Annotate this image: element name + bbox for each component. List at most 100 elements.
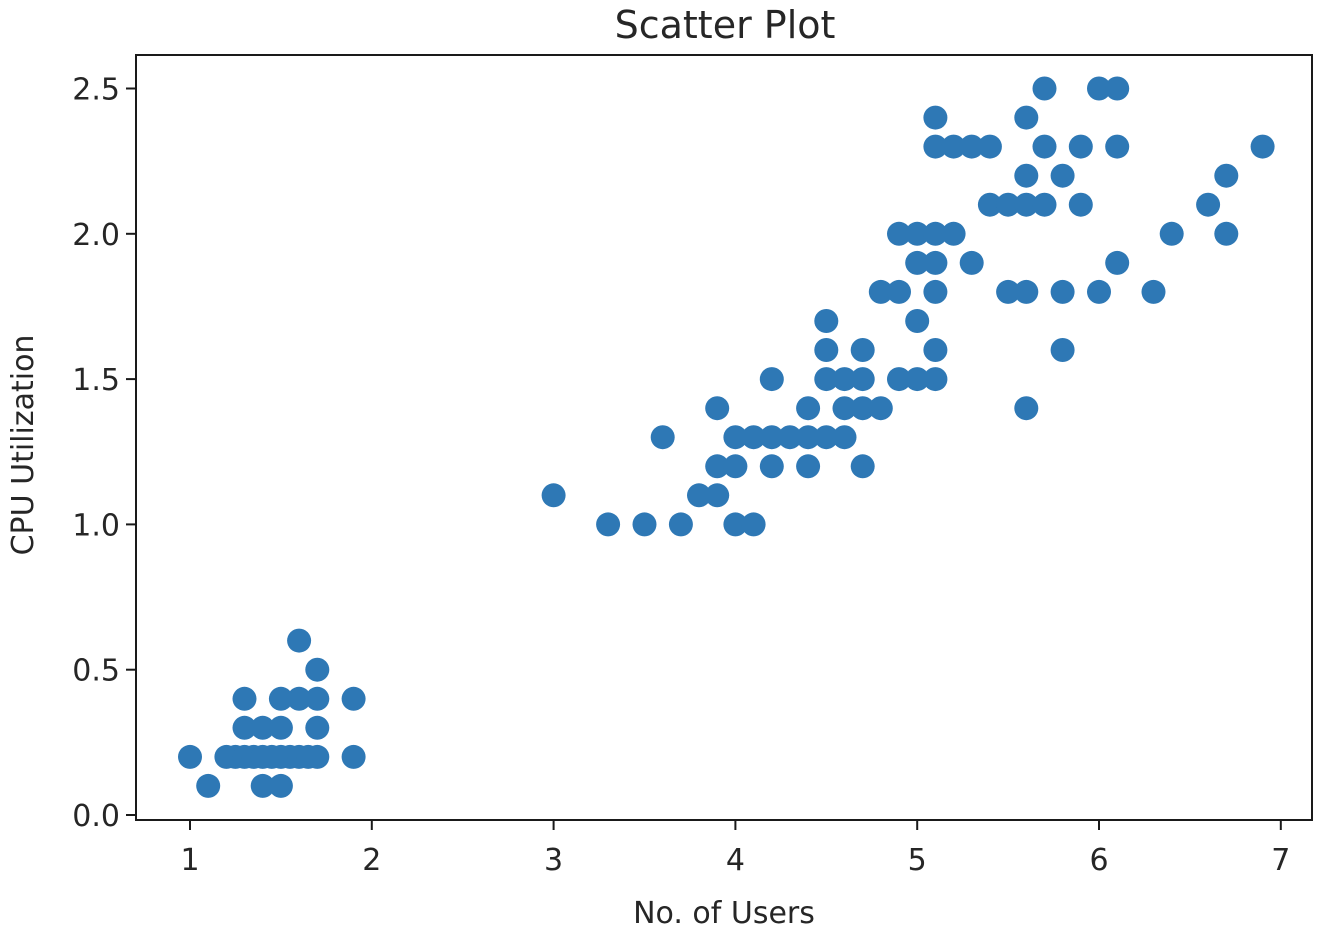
data-point	[178, 744, 202, 769]
data-point	[923, 338, 948, 362]
data-point	[1250, 134, 1275, 159]
data-point	[287, 686, 312, 711]
data-point	[196, 773, 221, 798]
x-tick-label: 3	[544, 843, 563, 878]
y-tick-label: 0.0	[72, 799, 120, 834]
data-point	[832, 367, 857, 392]
y-tick-label: 2.0	[72, 218, 120, 253]
x-ticks: 1 2 3 4 5 6 7	[180, 820, 1290, 878]
plot-frame	[135, 54, 1313, 821]
x-tick-label: 6	[1089, 843, 1108, 878]
x-tick-label: 2	[362, 843, 381, 878]
data-point	[923, 134, 948, 159]
data-point	[1105, 76, 1130, 101]
data-point	[832, 396, 857, 421]
data-point	[850, 367, 875, 392]
data-point	[923, 105, 948, 130]
data-point	[1014, 396, 1039, 421]
data-point	[1014, 163, 1039, 188]
data-point	[1196, 192, 1221, 217]
data-point	[1141, 279, 1166, 304]
y-tick-label: 1.0	[72, 508, 120, 543]
data-point	[341, 686, 366, 711]
data-point	[1087, 279, 1111, 304]
x-tick-label: 4	[726, 843, 745, 878]
data-point	[723, 512, 748, 537]
data-point	[268, 715, 293, 740]
data-point	[268, 773, 293, 798]
data-point	[1087, 76, 1111, 101]
data-point	[1032, 134, 1057, 159]
data-point	[977, 192, 1002, 217]
data-point	[232, 715, 257, 740]
data-point	[1032, 76, 1057, 101]
data-point	[232, 686, 257, 711]
data-point	[1068, 134, 1093, 159]
x-tick-label: 7	[1271, 843, 1290, 878]
data-point	[959, 134, 984, 159]
data-point	[1014, 279, 1039, 304]
data-point	[723, 454, 748, 479]
data-point	[723, 425, 748, 450]
data-point	[596, 512, 621, 537]
data-point	[959, 250, 984, 275]
data-point	[905, 250, 930, 275]
data-point	[941, 221, 966, 246]
data-point	[1159, 221, 1184, 246]
data-point	[1050, 279, 1075, 304]
data-point	[814, 309, 839, 333]
data-point	[1214, 221, 1239, 246]
data-point	[741, 425, 766, 450]
data-point	[832, 425, 857, 450]
data-point	[868, 279, 893, 304]
data-point	[796, 425, 821, 450]
chart-title: Scatter Plot	[615, 3, 836, 47]
data-point	[268, 686, 293, 711]
data-point	[541, 483, 566, 508]
data-point	[850, 396, 875, 421]
data-point	[250, 715, 275, 740]
data-point	[814, 367, 839, 392]
data-point	[741, 512, 766, 537]
data-point	[287, 628, 312, 653]
data-point	[305, 686, 330, 711]
points-layer	[178, 76, 1275, 798]
y-ticks: 0.0 0.5 1.0 1.5 2.0 2.5	[72, 73, 136, 834]
data-point	[1105, 250, 1130, 275]
x-tick-label: 1	[180, 843, 199, 878]
y-tick-label: 2.5	[72, 73, 120, 108]
y-tick-label: 0.5	[72, 654, 120, 689]
data-point	[868, 396, 893, 421]
data-point	[996, 192, 1021, 217]
data-point	[305, 715, 330, 740]
data-point	[705, 396, 730, 421]
y-tick-label: 1.5	[72, 363, 120, 398]
data-point	[923, 279, 948, 304]
data-point	[996, 279, 1021, 304]
data-point	[796, 396, 821, 421]
data-point	[923, 221, 948, 246]
data-point	[632, 512, 657, 537]
data-point	[796, 454, 821, 479]
data-point	[1014, 192, 1039, 217]
data-point	[777, 425, 802, 450]
data-point	[887, 279, 911, 304]
x-axis-label: No. of Users	[633, 896, 815, 930]
data-point	[1032, 192, 1057, 217]
data-point	[341, 744, 366, 769]
data-point	[1214, 163, 1239, 188]
data-point	[850, 454, 875, 479]
data-point	[850, 338, 875, 362]
data-point	[705, 483, 730, 508]
data-point	[705, 454, 730, 479]
data-point	[1105, 134, 1130, 159]
x-tick-label: 5	[908, 843, 927, 878]
data-point	[1050, 163, 1075, 188]
data-point	[923, 250, 948, 275]
data-point	[905, 367, 930, 392]
data-point	[905, 221, 930, 246]
data-point	[1050, 338, 1075, 362]
data-point	[759, 454, 784, 479]
